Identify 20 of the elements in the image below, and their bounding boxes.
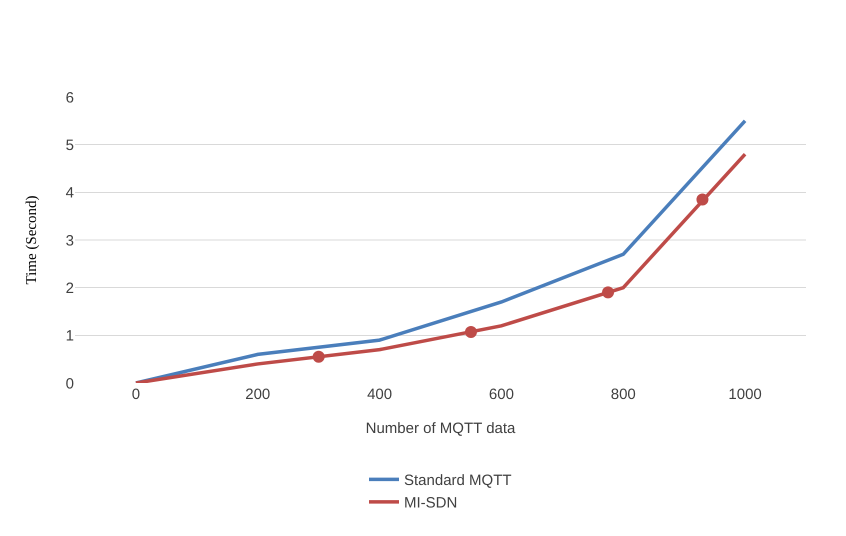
y-tick-label: 4 bbox=[66, 184, 74, 202]
y-tick-label: 1 bbox=[66, 328, 74, 345]
point bbox=[602, 286, 614, 298]
x-tick-label: 200 bbox=[245, 386, 270, 403]
point bbox=[696, 193, 708, 206]
x-tick-label: 400 bbox=[367, 386, 392, 403]
point bbox=[312, 350, 325, 363]
y-tick-label: 3 bbox=[66, 232, 74, 250]
y-axis-title: Time (Second) bbox=[24, 195, 40, 285]
point bbox=[464, 326, 477, 338]
y-tick-label: 6 bbox=[66, 89, 74, 106]
legend-label: MI-SDN bbox=[404, 494, 458, 512]
x-tick-label: 0 bbox=[132, 386, 140, 403]
x-tick-label: 1000 bbox=[728, 386, 762, 403]
y-tick-label: 5 bbox=[66, 136, 74, 154]
x-tick-label: 600 bbox=[488, 386, 514, 403]
x-axis-title: Number of MQTT data bbox=[366, 420, 516, 437]
y-tick-label: 2 bbox=[66, 280, 74, 297]
legend-label: Standard MQTT bbox=[404, 472, 512, 490]
x-tick-label: 800 bbox=[610, 386, 636, 403]
